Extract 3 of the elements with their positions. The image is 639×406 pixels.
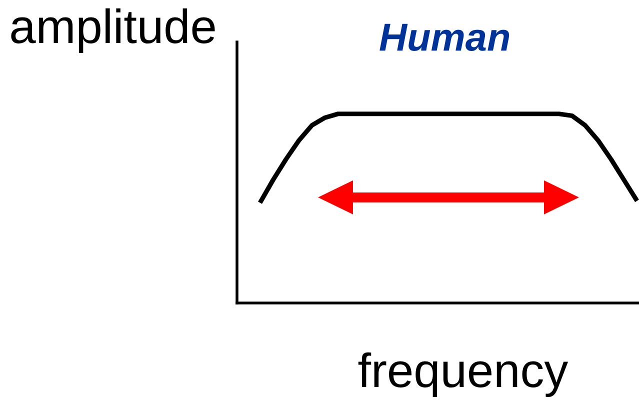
chart-title: Human bbox=[380, 24, 510, 52]
x-axis-title: frequency bbox=[358, 352, 568, 397]
y-axis-title: amplitude bbox=[11, 8, 215, 53]
